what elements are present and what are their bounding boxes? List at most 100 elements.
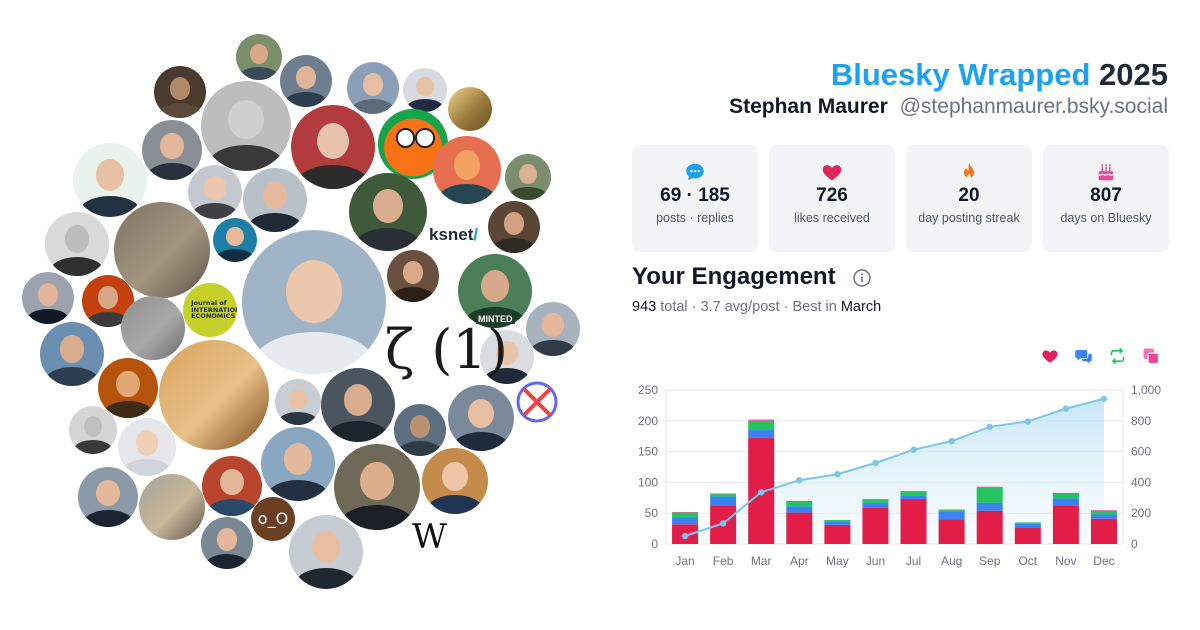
avatar[interactable] <box>280 55 332 107</box>
bar-segment <box>900 491 927 492</box>
avatar[interactable] <box>73 143 147 217</box>
posts-replies-label: posts · replies <box>656 211 734 225</box>
avatar[interactable] <box>387 250 439 302</box>
avatar[interactable] <box>448 87 492 131</box>
avatar[interactable] <box>403 68 447 112</box>
avatar[interactable] <box>45 212 109 276</box>
avatar[interactable] <box>505 154 551 200</box>
bar-segment <box>1090 510 1117 515</box>
avatar[interactable] <box>321 368 395 442</box>
ksnet-logo-main: ksnet <box>429 225 474 244</box>
bar-segment <box>1052 498 1079 506</box>
stat-card-posts: 69 · 185 posts · replies <box>632 145 758 252</box>
y-tick-label-right: 800 <box>1131 414 1151 428</box>
bar-segment <box>900 491 927 496</box>
heart-icon[interactable] <box>1041 347 1059 365</box>
copy-icon[interactable] <box>1142 347 1160 365</box>
avatar[interactable] <box>213 218 257 262</box>
avatar[interactable] <box>114 202 210 298</box>
avatar[interactable] <box>22 272 74 324</box>
x-tick-label: Aug <box>941 554 962 568</box>
y-tick-label-right: 400 <box>1131 475 1151 489</box>
avatar[interactable] <box>159 340 269 450</box>
avatar[interactable] <box>291 105 375 189</box>
bar-segment <box>786 506 813 513</box>
bar-segment <box>1014 523 1041 528</box>
avatar[interactable] <box>40 322 104 386</box>
y-tick-label-left: 200 <box>638 414 658 428</box>
bar-segment <box>1052 492 1079 494</box>
avatar[interactable] <box>201 81 291 171</box>
bar-segment <box>976 510 1003 544</box>
avatar[interactable] <box>201 517 253 569</box>
ksnet-logo-slash: / <box>473 225 479 244</box>
avatar[interactable] <box>334 444 420 530</box>
cumulative-line <box>684 397 1105 537</box>
avatar[interactable] <box>347 62 399 114</box>
days-label: days on Bluesky <box>1060 211 1152 225</box>
cumulative-point <box>910 446 917 453</box>
bar-segment <box>1014 527 1041 544</box>
x-tick-label: Mar <box>751 554 772 568</box>
avatar[interactable] <box>349 173 427 251</box>
avatar[interactable] <box>121 296 185 360</box>
stat-card-days: 807 days on Bluesky <box>1043 145 1169 252</box>
avatar[interactable] <box>142 120 202 180</box>
best-month: March <box>840 299 882 315</box>
quote-icon[interactable] <box>1074 347 1093 365</box>
cumulative-point <box>834 471 841 478</box>
avatar[interactable] <box>448 385 514 451</box>
avatar[interactable]: Journal of INTERNATIONAL ECONOMICS <box>183 283 237 337</box>
avatar[interactable] <box>243 168 307 232</box>
avatar[interactable] <box>261 427 335 501</box>
repost-icon[interactable] <box>1108 347 1127 365</box>
streak-label: day posting streak <box>918 211 1020 225</box>
cumulative-point <box>796 477 803 484</box>
avatar[interactable] <box>275 379 321 425</box>
avatar[interactable] <box>394 404 446 456</box>
avatar[interactable] <box>433 136 501 204</box>
avatar[interactable] <box>422 448 488 514</box>
user-handle[interactable]: @stephanmaurer.bsky.social <box>899 95 1168 118</box>
avatar[interactable] <box>69 406 117 454</box>
cumulative-point <box>1100 395 1108 402</box>
journal-logo-text: Journal of INTERNATIONAL ECONOMICS <box>191 298 237 321</box>
avatar[interactable] <box>488 201 540 253</box>
bar-segment <box>938 511 965 520</box>
x-tick-label: Feb <box>713 554 734 568</box>
avatar[interactable] <box>78 467 138 527</box>
bar-segment <box>900 495 927 500</box>
avatar[interactable] <box>242 230 386 374</box>
info-icon[interactable] <box>852 268 872 288</box>
avatar[interactable] <box>289 515 363 589</box>
birthday-cake-icon <box>1098 164 1114 181</box>
brand-title: Bluesky Wrapped <box>830 57 1091 92</box>
avatar[interactable] <box>236 34 282 80</box>
wikipedia-logo[interactable]: W <box>412 517 447 557</box>
y-tick-label-left: 250 <box>638 383 658 397</box>
avatar[interactable] <box>526 302 580 356</box>
avatar[interactable] <box>378 109 448 179</box>
x-tick-label: May <box>826 554 849 568</box>
bar-segment <box>1090 514 1117 519</box>
flame-icon <box>963 162 975 179</box>
user-identity: Stephan Maurer @stephanmaurer.bsky.socia… <box>729 95 1168 119</box>
bar-segment <box>862 499 889 503</box>
avatar[interactable] <box>480 330 534 384</box>
chat-bubble-icon <box>686 163 704 181</box>
avatar[interactable] <box>188 165 242 219</box>
avatar[interactable] <box>118 418 176 476</box>
avatar[interactable] <box>98 358 158 418</box>
avatar[interactable] <box>202 456 262 516</box>
posts-replies-value: 69 · 185 <box>660 185 730 206</box>
avatar[interactable] <box>139 474 205 540</box>
x-tick-label: Dec <box>1093 554 1114 568</box>
blocked-avatar-icon[interactable] <box>515 380 559 424</box>
likes-value: 726 <box>816 185 848 206</box>
stat-card-likes: 726 likes received <box>769 145 895 252</box>
cumulative-point <box>872 459 879 467</box>
avatar[interactable] <box>154 66 206 118</box>
bar-segment <box>1090 510 1117 511</box>
avatar[interactable]: o_O <box>251 497 295 541</box>
x-tick-label: Jul <box>906 554 921 568</box>
